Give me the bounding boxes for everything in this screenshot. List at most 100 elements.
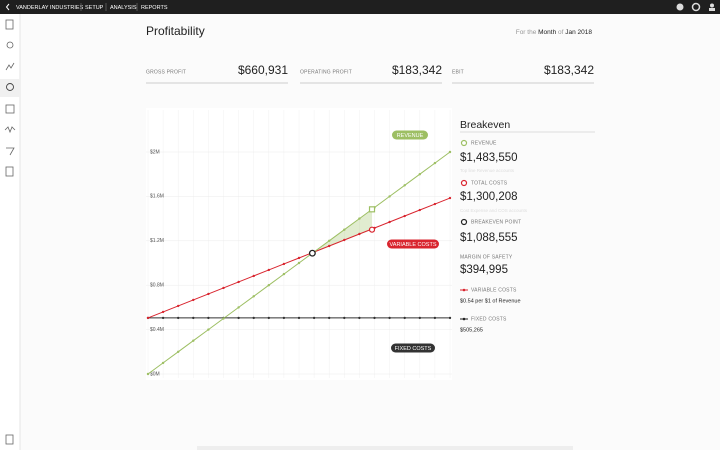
series-point <box>403 316 406 320</box>
series-point <box>343 316 346 320</box>
panel-label: MARGIN OF SAFETY <box>460 254 513 260</box>
nav-company[interactable]: VANDERLAY INDUSTRIES <box>16 5 84 11</box>
series-label-pill <box>387 239 439 249</box>
page-title: Profitability <box>146 24 205 38</box>
series-label: REVENUE <box>397 133 424 139</box>
nav-icon[interactable] <box>6 83 14 91</box>
series-point <box>403 214 406 218</box>
series-label: FIXED COSTS <box>395 346 432 352</box>
series-point <box>403 184 406 187</box>
series-point <box>282 262 286 266</box>
period-unit[interactable]: Month <box>538 29 556 36</box>
variable-icon-dot <box>462 288 466 292</box>
series-point <box>418 316 421 320</box>
panel-note: Cost Expense and COS accounts <box>460 208 528 213</box>
series-point <box>207 328 210 331</box>
nav-item[interactable]: REPORTS <box>141 5 168 11</box>
nav-icon[interactable] <box>6 147 15 156</box>
total-icon <box>460 179 468 187</box>
nav-icon[interactable] <box>5 19 14 30</box>
bottom-shadow <box>197 446 573 450</box>
y-tick-label: $1.6M <box>150 194 164 200</box>
nav-icon[interactable] <box>5 62 15 71</box>
series-point <box>297 256 301 260</box>
nav-icon[interactable] <box>5 166 14 177</box>
user-icon[interactable] <box>710 3 714 8</box>
y-tick-label: $1.2M <box>150 238 164 244</box>
series-point <box>252 295 255 298</box>
series-point <box>328 244 331 248</box>
series-point <box>146 316 150 320</box>
fixed-icon-dot <box>462 317 466 321</box>
nav-icon[interactable] <box>5 104 15 114</box>
nav-icon[interactable] <box>6 41 14 49</box>
nav-item[interactable]: ANALYSIS <box>110 5 137 11</box>
series-point <box>177 304 180 308</box>
series-point <box>343 238 346 242</box>
series-point <box>297 261 301 265</box>
series-point <box>192 298 195 302</box>
series-point <box>161 316 165 320</box>
series-point <box>297 316 301 320</box>
panel-value: $394,995 <box>460 264 508 276</box>
kpi-value: $183,342 <box>544 63 594 77</box>
sidebar <box>0 14 20 450</box>
period-value[interactable]: Jan 2018 <box>565 29 592 36</box>
series-point <box>328 239 331 242</box>
panel-value: $1,300,208 <box>460 191 518 203</box>
settings-icon[interactable] <box>691 2 701 12</box>
series-point <box>222 286 225 290</box>
series-point <box>448 316 452 320</box>
series-point <box>237 316 240 320</box>
series-point <box>252 316 255 320</box>
series-point <box>282 316 286 320</box>
kpi-label: EBIT <box>452 69 464 75</box>
back-icon[interactable] <box>5 3 10 11</box>
series-point <box>343 228 346 231</box>
nav-active <box>0 79 20 97</box>
series-label-pill <box>392 130 428 140</box>
nav-bar <box>0 0 720 14</box>
total-costs-marker <box>368 226 376 233</box>
panel-label: FIXED COSTS <box>471 316 507 322</box>
panel-value: $505,265 <box>460 327 483 333</box>
breakeven-icon <box>460 218 468 226</box>
series-point <box>433 161 437 165</box>
kpi-value: $183,342 <box>392 63 442 77</box>
series-point <box>358 316 361 320</box>
series-point <box>177 316 180 320</box>
y-tick-label: $0.8M <box>150 283 164 289</box>
series-point <box>433 202 437 206</box>
panel-value: $0.54 per $1 of Revenue <box>460 298 521 304</box>
panel-label: VARIABLE COSTS <box>471 287 517 293</box>
nav-icon[interactable] <box>5 434 14 445</box>
series-point <box>448 150 452 154</box>
kpi-label: OPERATING PROFIT <box>300 69 352 75</box>
series-point <box>237 306 240 309</box>
y-tick-label: $0.4M <box>150 327 164 333</box>
series-label: VARIABLE COSTS <box>390 242 437 248</box>
nav-icon[interactable] <box>4 126 16 134</box>
series-point <box>252 274 255 278</box>
period-selector[interactable]: For the Month of Jan 2018 <box>516 29 593 36</box>
series-point <box>267 316 270 320</box>
series-point <box>222 317 225 320</box>
help-icon[interactable] <box>676 3 684 11</box>
series-point <box>358 232 361 236</box>
series-point <box>433 316 437 320</box>
panel-label: BREAKEVEN POINT <box>471 219 521 225</box>
series-point <box>237 280 240 284</box>
period-prefix: For the <box>516 29 537 36</box>
series-point <box>358 217 361 220</box>
y-tick-label: $0M <box>150 371 160 377</box>
panel-title: Breakeven <box>460 119 510 131</box>
nav-item[interactable]: SETUP <box>85 5 104 11</box>
series-point <box>448 196 452 200</box>
panel-note: Top line Revenue accounts <box>460 168 515 173</box>
kpi-label: GROSS PROFIT <box>146 69 186 75</box>
series-point <box>207 292 210 296</box>
panel-value: $1,088,555 <box>460 232 518 244</box>
panel-label: REVENUE <box>471 140 497 146</box>
series-point <box>388 316 391 320</box>
revenue-marker <box>368 206 376 213</box>
